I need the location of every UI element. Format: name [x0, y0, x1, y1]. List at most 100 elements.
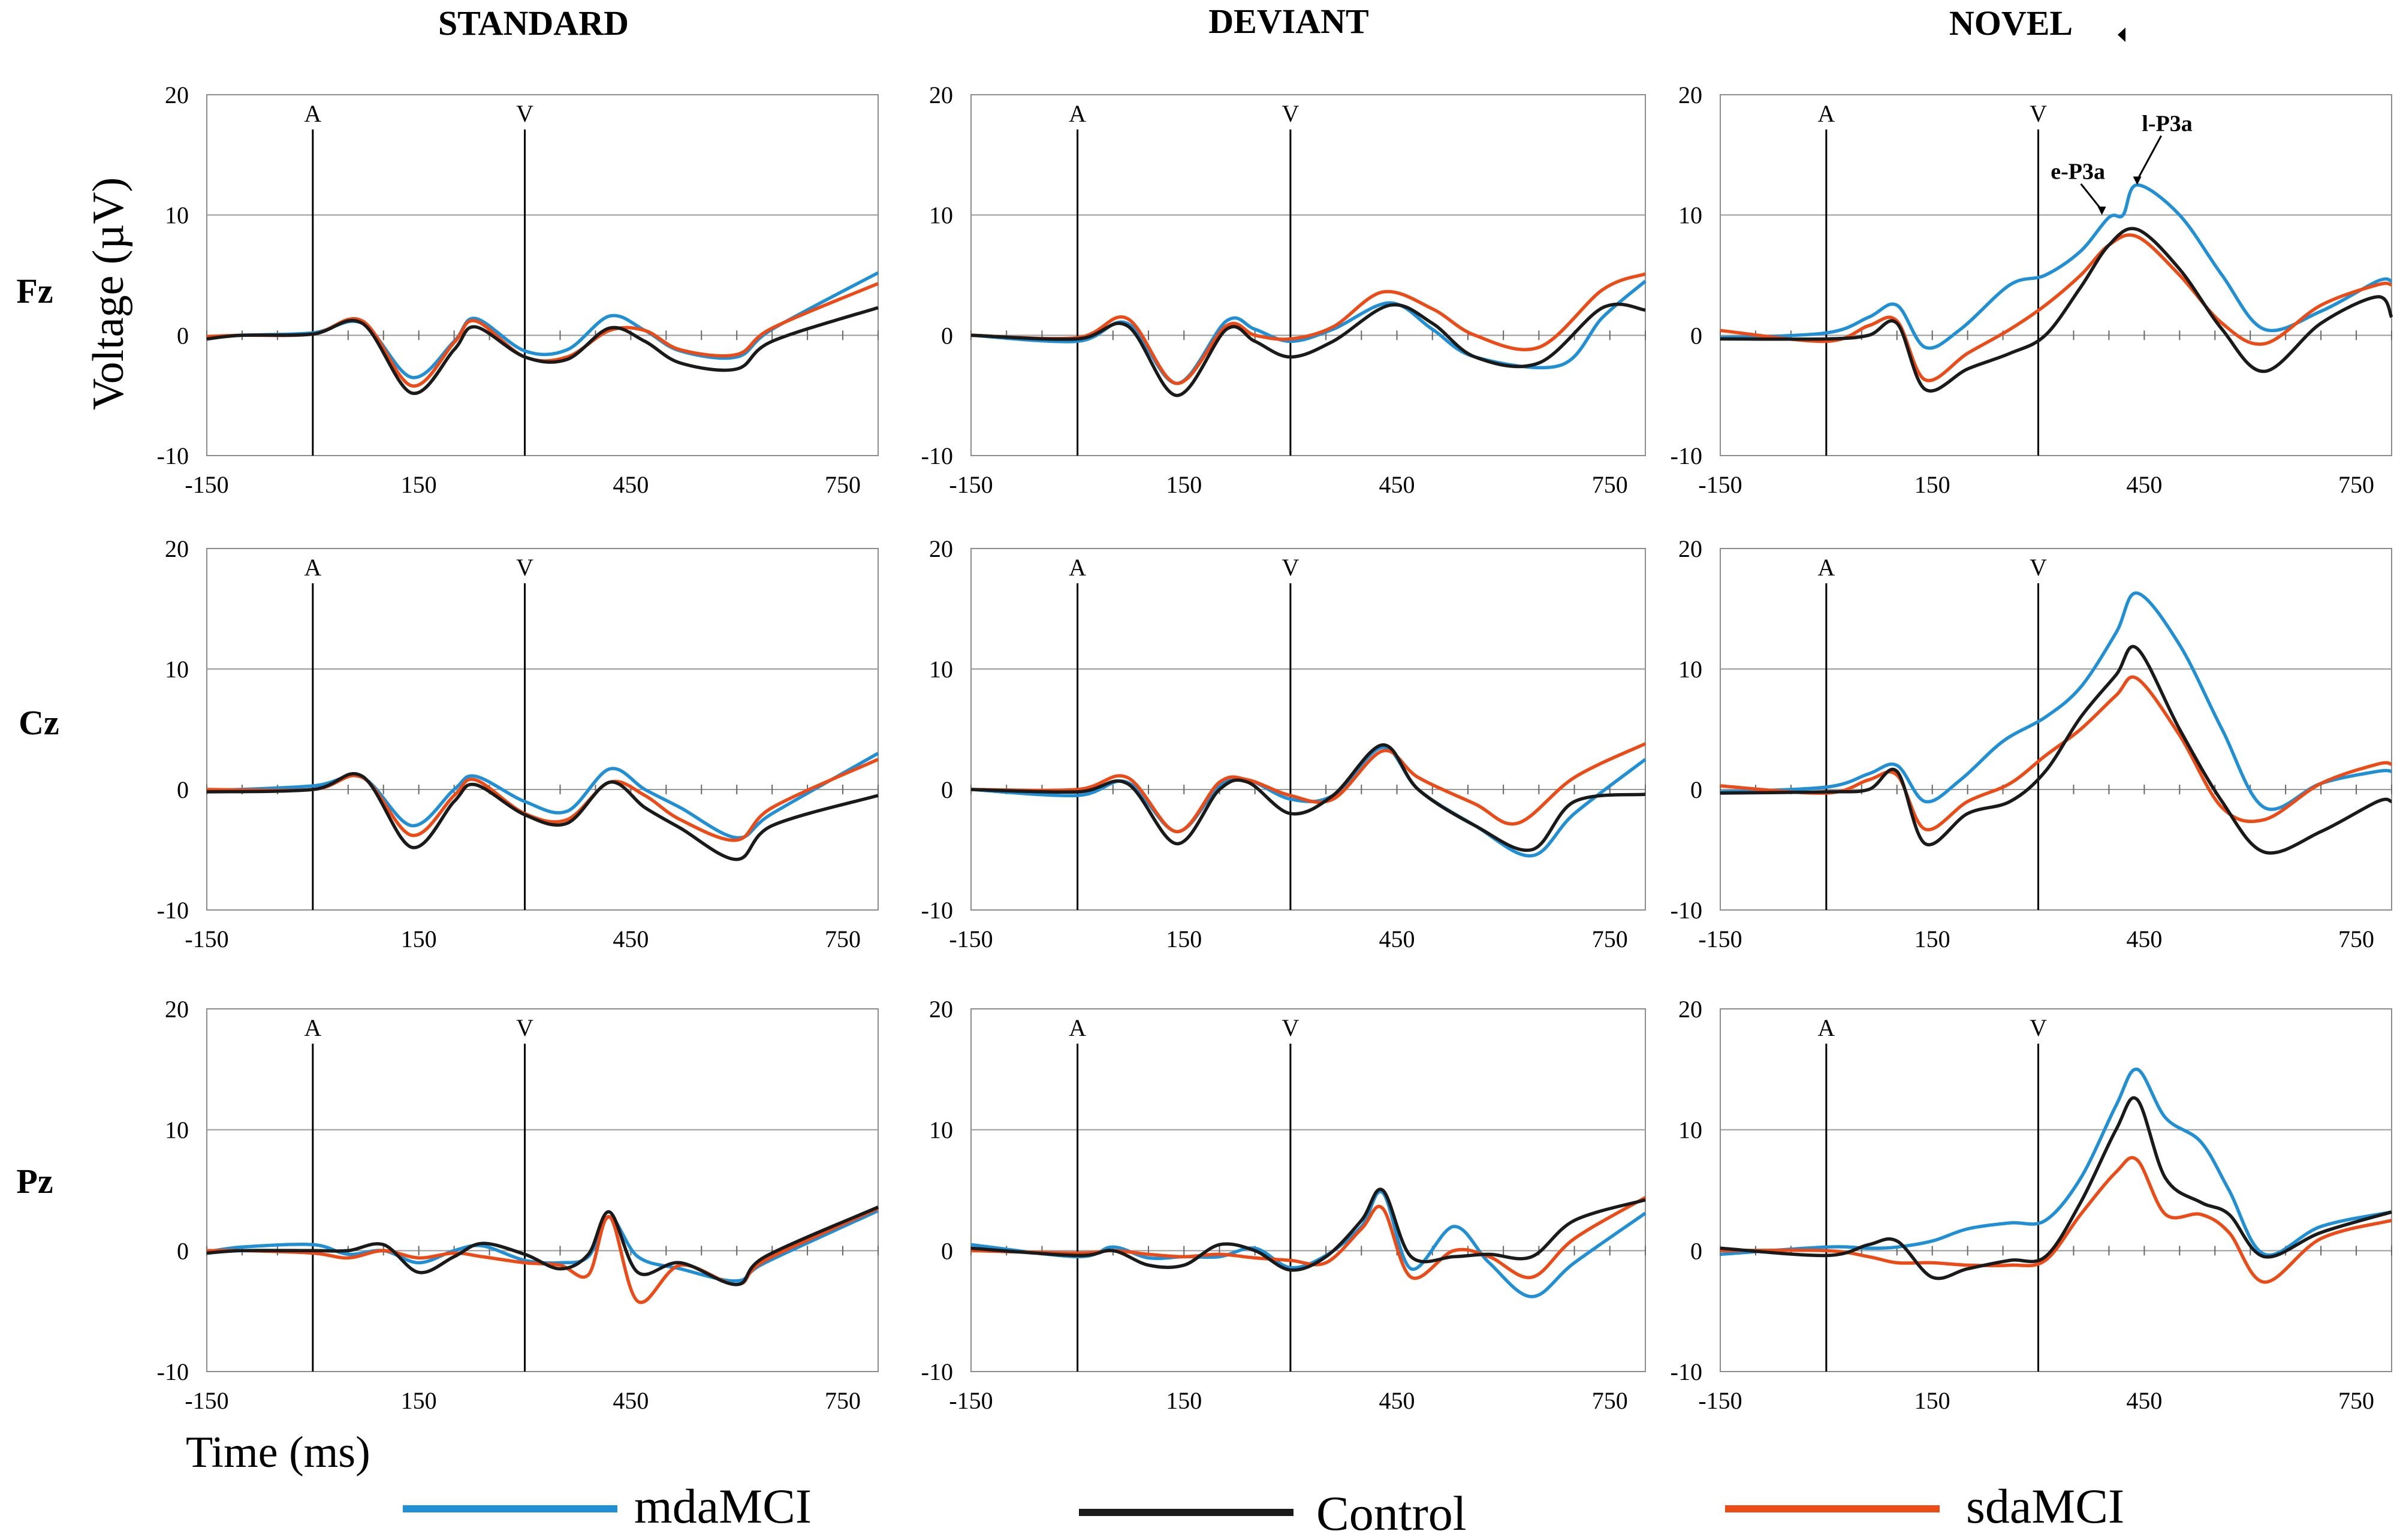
plot-frame — [1720, 94, 2392, 456]
y-tick-label: -10 — [921, 1358, 953, 1385]
marker-label-a: A — [1817, 554, 1835, 581]
x-tick-label: 750 — [825, 926, 861, 953]
panel-pz-standard: -10 0 10 20 -150 150 450 750 A V — [157, 996, 879, 1414]
x-tick-label: 150 — [1914, 1387, 1950, 1414]
y-tick-label: 10 — [1678, 1117, 1702, 1144]
x-tick-label: 150 — [401, 1387, 437, 1414]
legend-label-sdamci: sdaMCI — [1966, 1479, 2124, 1533]
panel-fz-standard: -10 0 10 20 -150 150 450 750 A V — [157, 82, 879, 498]
marker-label-a: A — [1817, 1014, 1835, 1041]
x-tick-label: 450 — [2126, 471, 2162, 498]
annotation-e-p3a: e-P3a — [2051, 159, 2105, 185]
y-tick-label: 0 — [941, 1237, 953, 1264]
y-axis-label: Voltage (µV) — [84, 177, 133, 411]
x-tick-label: -150 — [1698, 471, 1742, 498]
legend-swatch-control — [1079, 1509, 1294, 1516]
x-tick-label: -150 — [1698, 926, 1742, 953]
marker-label-v: V — [2030, 100, 2047, 127]
marker-label-v: V — [2030, 554, 2047, 581]
column-title-novel: NOVEL — [1949, 4, 2073, 43]
panel-fz-deviant: -10 0 10 20 -150 150 450 750 A V — [921, 82, 1647, 498]
series-line-control — [970, 1188, 1646, 1272]
y-tick-label: 20 — [929, 82, 953, 109]
x-tick-label: 450 — [613, 1387, 649, 1414]
y-tick-label: 10 — [1678, 656, 1702, 683]
x-tick-label: -150 — [185, 926, 228, 953]
annotation-arrowhead — [2097, 206, 2106, 215]
x-tick-label: 750 — [1592, 926, 1628, 953]
plot-frame — [1720, 548, 2392, 911]
x-tick-label: 750 — [2338, 1387, 2374, 1414]
y-tick-label: -10 — [1671, 442, 1702, 469]
y-tick-label: -10 — [157, 442, 189, 469]
series-line-sdamci — [970, 1196, 1647, 1280]
plot-frame — [206, 1008, 879, 1372]
y-tick-label: 20 — [1678, 82, 1702, 109]
x-tick-label: -150 — [1698, 1387, 1742, 1414]
plot-frame — [206, 548, 879, 911]
x-tick-label: 450 — [1379, 926, 1415, 953]
y-tick-label: 0 — [177, 322, 189, 349]
marker-label-a: A — [1069, 1014, 1086, 1041]
y-tick-label: 10 — [165, 1117, 189, 1144]
x-tick-label: 150 — [1914, 471, 1950, 498]
y-tick-label: 0 — [1690, 322, 1702, 349]
row-label-pz: Pz — [16, 1162, 53, 1201]
marker-label-v: V — [2030, 1014, 2047, 1041]
legend-swatch-mdamci — [403, 1505, 617, 1512]
series-line-control — [206, 1206, 879, 1286]
y-tick-label: 0 — [941, 322, 953, 349]
x-tick-label: 450 — [2126, 1387, 2162, 1414]
series-line-control — [1720, 227, 2393, 393]
series-line-control — [1720, 645, 2392, 855]
y-tick-label: 0 — [1690, 1237, 1702, 1264]
y-tick-label: -10 — [921, 442, 953, 469]
y-tick-label: 10 — [165, 202, 189, 229]
y-tick-label: -10 — [1671, 1358, 1702, 1385]
annotation-arrowhead — [2133, 176, 2142, 185]
annotation-arrow — [2080, 183, 2103, 211]
panel-cz-deviant: -10 0 10 20 -150 150 450 750 A V — [921, 535, 1647, 953]
title-mark — [2118, 28, 2125, 42]
panel-pz-deviant: -10 0 10 20 -150 150 450 750 A V — [921, 996, 1647, 1414]
legend-label-control: Control — [1316, 1486, 1467, 1540]
series-line-sdamci — [1720, 233, 2392, 382]
y-tick-label: 0 — [177, 1237, 189, 1264]
marker-label-a: A — [304, 554, 321, 581]
marker-label-v: V — [1282, 554, 1299, 581]
x-tick-label: 150 — [401, 926, 437, 953]
x-tick-label: 450 — [1379, 1387, 1415, 1414]
panel-cz-novel: -10 0 10 20 -150 150 450 750 A V — [1671, 535, 2392, 953]
marker-label-a: A — [1817, 100, 1835, 127]
marker-label-v: V — [1282, 1014, 1299, 1041]
y-tick-label: 0 — [941, 776, 953, 803]
x-tick-label: 750 — [825, 471, 861, 498]
y-tick-label: 20 — [1678, 535, 1702, 562]
x-tick-label: 150 — [1166, 1387, 1202, 1414]
x-tick-label: 750 — [1592, 471, 1628, 498]
y-tick-label: 10 — [929, 656, 953, 683]
legend-label-mdamci: mdaMCI — [634, 1479, 812, 1533]
series-line-control — [970, 302, 1646, 397]
panel-pz-novel: -10 0 10 20 -150 150 450 750 A V — [1671, 996, 2392, 1414]
panels: -10 0 10 20 -150 150 450 750 A V -10 0 10 20 -150 150 45… — [157, 82, 2393, 1414]
x-tick-label: -150 — [949, 926, 993, 953]
column-title-deviant: DEVIANT — [1208, 2, 1369, 41]
series-line-control — [206, 771, 879, 861]
y-tick-label: -10 — [921, 897, 953, 924]
series-line-control — [1720, 1096, 2392, 1280]
plot-frame — [970, 548, 1646, 911]
x-tick-label: 750 — [2338, 926, 2374, 953]
x-tick-label: 150 — [401, 471, 437, 498]
series-line-mdamci — [1720, 1068, 2392, 1257]
y-tick-label: 10 — [929, 202, 953, 229]
x-tick-label: 450 — [613, 471, 649, 498]
y-tick-label: 10 — [929, 1117, 953, 1144]
annotation-l-p3a: l-P3a — [2142, 111, 2192, 137]
y-tick-label: 0 — [177, 776, 189, 803]
x-tick-label: 750 — [1592, 1387, 1628, 1414]
series-line-sdamci — [1720, 1156, 2392, 1284]
series-line-sdamci — [970, 742, 1647, 834]
plot-frame — [970, 1008, 1646, 1372]
